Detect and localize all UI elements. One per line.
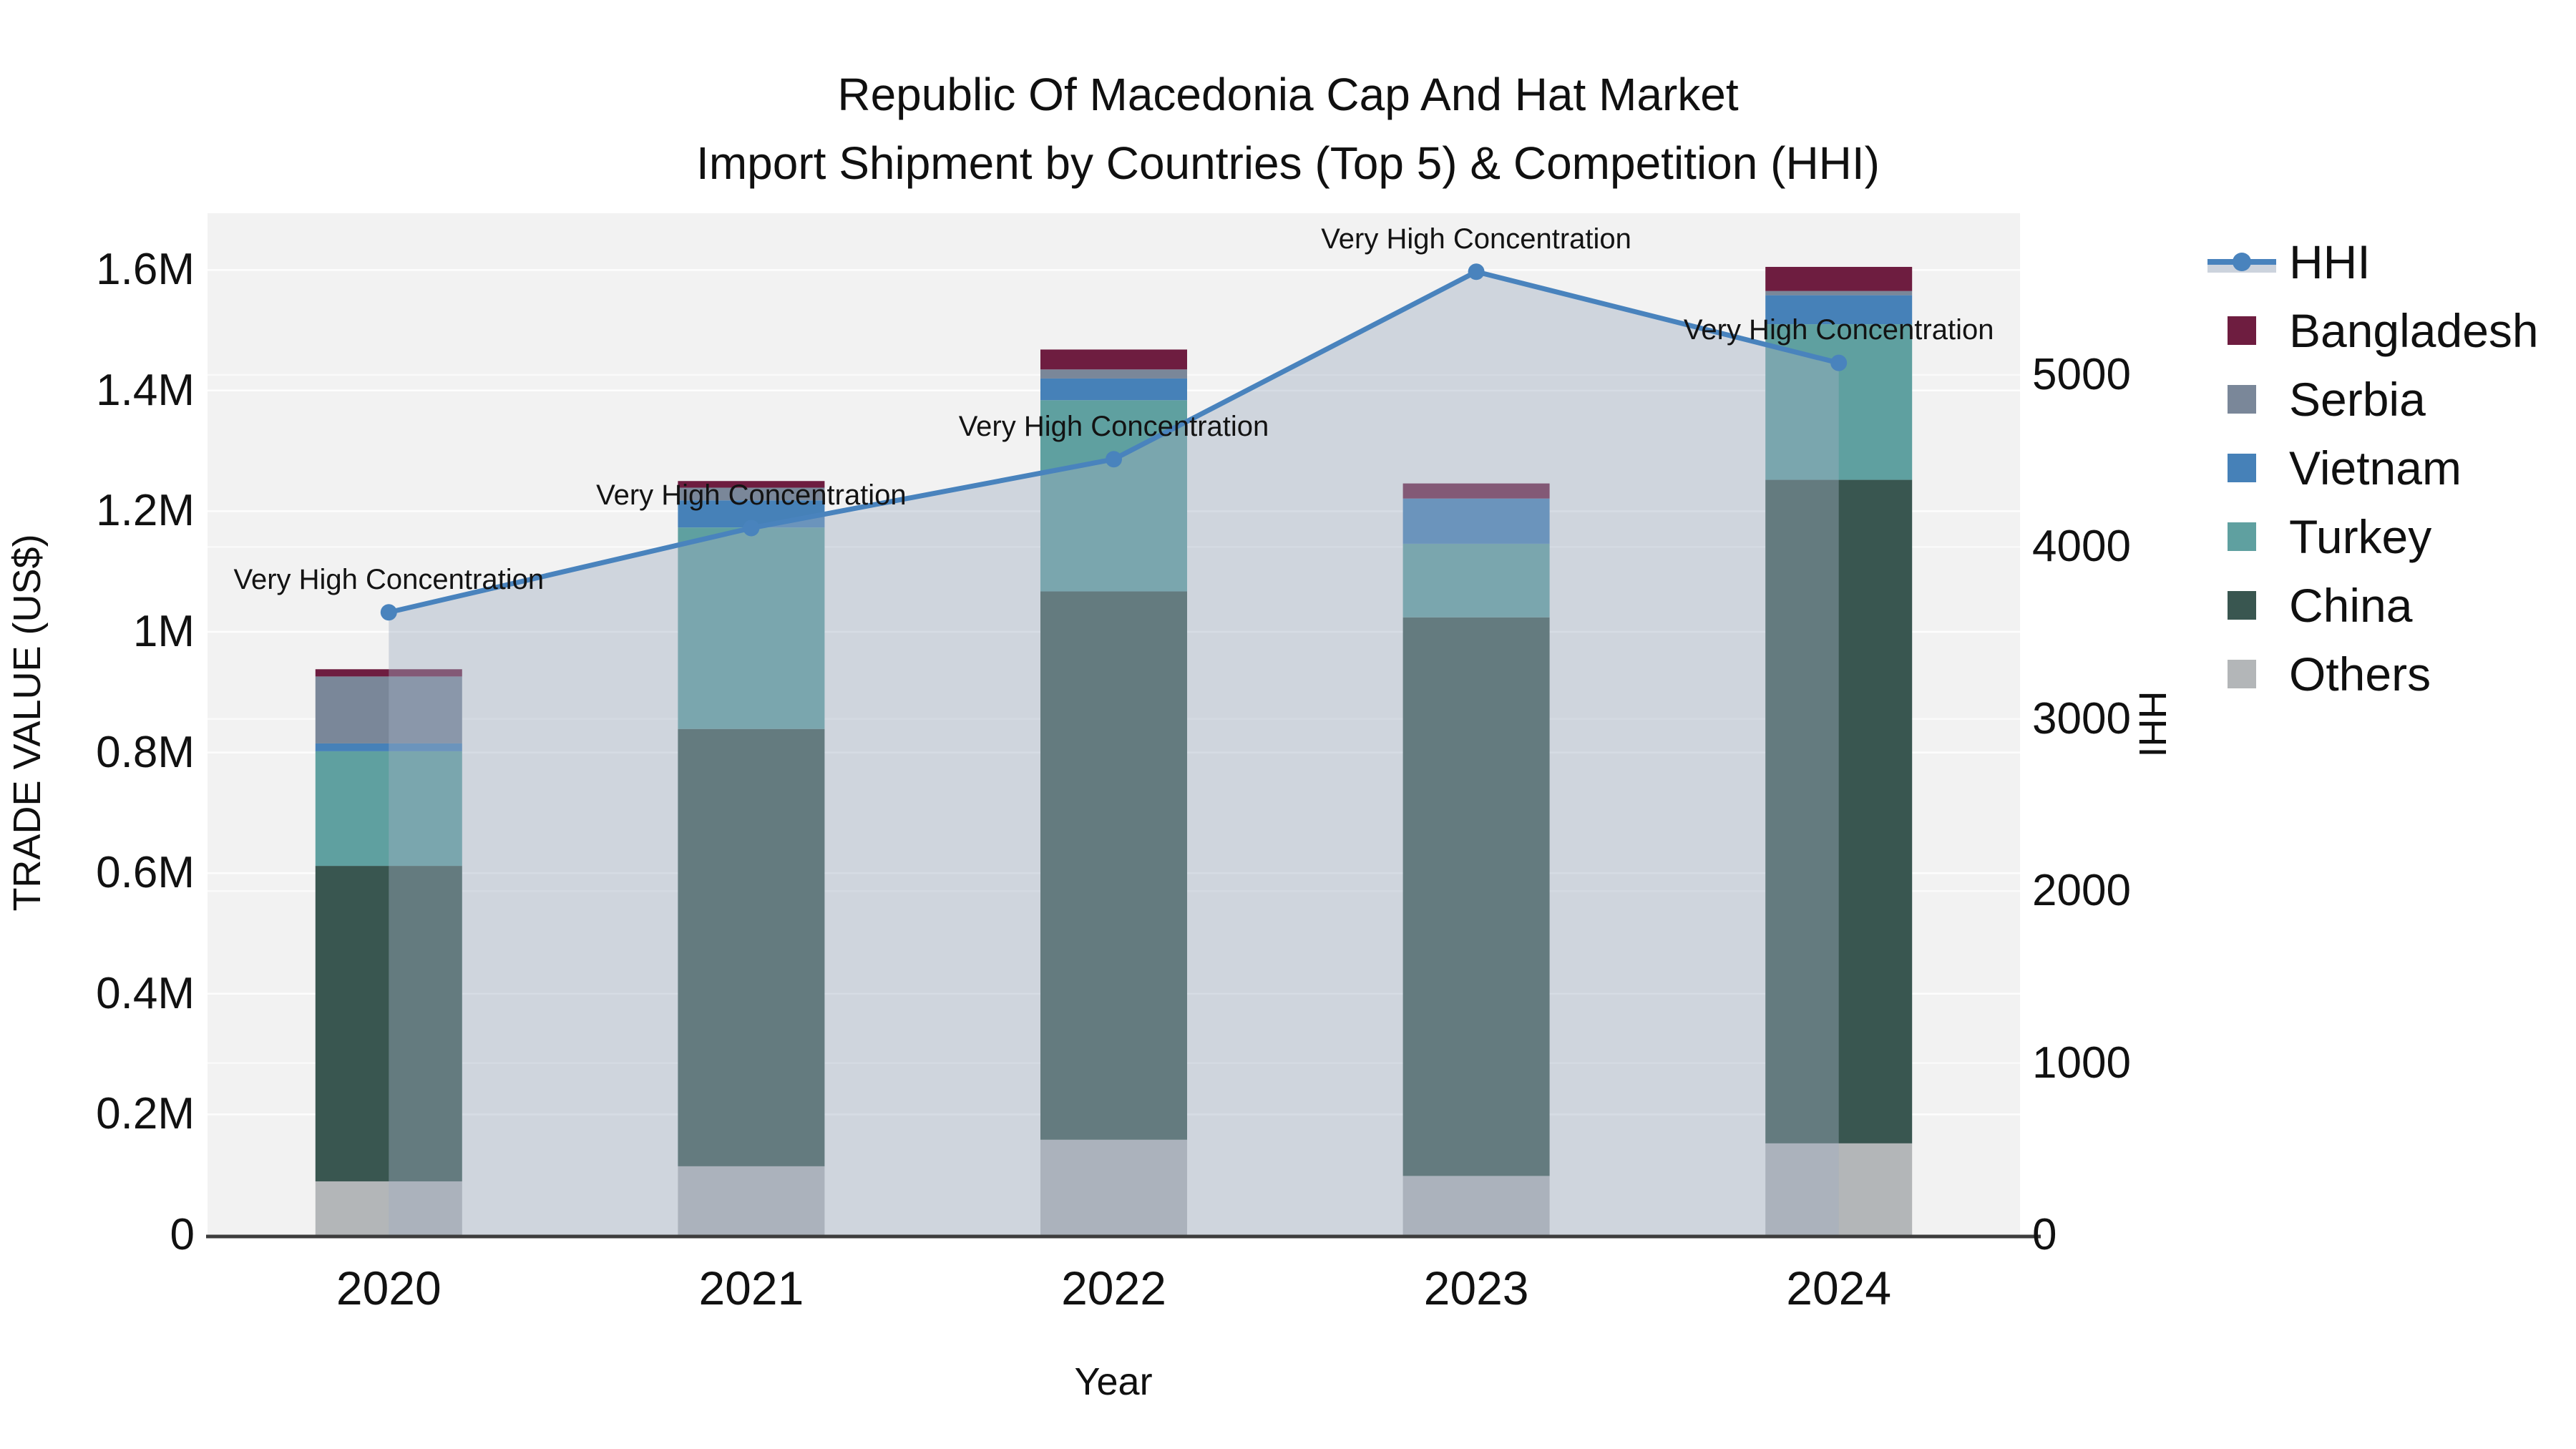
- y-right-tick: 5000: [2032, 350, 2131, 399]
- legend-item-turkey[interactable]: Turkey: [2207, 502, 2539, 571]
- bar-segment-vietnam-2023[interactable]: [1402, 498, 1550, 544]
- x-tick-2023: 2023: [1423, 1262, 1529, 1314]
- bar-segment-others-2020[interactable]: [315, 1181, 462, 1235]
- color-swatch-icon: [2228, 316, 2256, 345]
- annotation-2021: Very High Concentration: [596, 479, 907, 511]
- y-right-tick: 4000: [2032, 522, 2131, 572]
- legend-label: Turkey: [2289, 510, 2432, 563]
- hhi-marker-2020[interactable]: [380, 604, 397, 621]
- x-tick-2021: 2021: [698, 1262, 804, 1314]
- color-swatch-icon: [2228, 591, 2256, 620]
- legend: HHI Bangladesh Serbia Vietnam Turkey Chi…: [2207, 228, 2539, 708]
- bar-segment-serbia-2024[interactable]: [1765, 291, 1913, 296]
- color-swatch-icon: [2228, 660, 2256, 688]
- bar-segment-others-2021[interactable]: [678, 1166, 825, 1235]
- hhi-line-swatch-icon: [2207, 248, 2276, 276]
- chart-title-line2: Import Shipment by Countries (Top 5) & C…: [696, 137, 1880, 189]
- legend-item-vietnam[interactable]: Vietnam: [2207, 434, 2539, 502]
- bar-segment-bangladesh-2021[interactable]: [678, 481, 825, 488]
- legend-item-hhi[interactable]: HHI: [2207, 228, 2539, 296]
- bar-segment-china-2021[interactable]: [678, 728, 825, 1166]
- x-tick-2020: 2020: [336, 1262, 441, 1314]
- bar-segment-china-2022[interactable]: [1040, 591, 1187, 1140]
- bar-segment-vietnam-2022[interactable]: [1040, 378, 1187, 401]
- annotation-2023: Very High Concentration: [1321, 223, 1631, 255]
- x-tick-2024: 2024: [1786, 1262, 1892, 1314]
- x-tick-2022: 2022: [1061, 1262, 1166, 1314]
- legend-item-others[interactable]: Others: [2207, 640, 2539, 708]
- y-left-tick: 1.6M: [96, 245, 195, 295]
- annotation-2024: Very High Concentration: [1683, 314, 1994, 346]
- bar-segment-vietnam-2024[interactable]: [1765, 295, 1913, 325]
- hhi-marker-2023[interactable]: [1468, 263, 1485, 280]
- legend-item-china[interactable]: China: [2207, 571, 2539, 640]
- bar-segment-bangladesh-2023[interactable]: [1402, 483, 1550, 499]
- y-left-tick: 0.2M: [96, 1089, 195, 1139]
- bar-segment-bangladesh-2024[interactable]: [1765, 266, 1913, 291]
- bar-segment-turkey-2023[interactable]: [1402, 543, 1550, 618]
- legend-label: China: [2289, 579, 2413, 632]
- bar-segment-serbia-2022[interactable]: [1040, 369, 1187, 379]
- legend-label: Vietnam: [2289, 441, 2462, 494]
- y-right-axis-title: HHI: [2131, 691, 2174, 758]
- color-swatch-icon: [2228, 385, 2256, 414]
- y-right-tick: 0: [2032, 1210, 2057, 1259]
- legend-label: HHI: [2289, 235, 2371, 288]
- hhi-marker-2022[interactable]: [1106, 451, 1122, 468]
- bar-segment-vietnam-2020[interactable]: [315, 743, 462, 751]
- legend-item-bangladesh[interactable]: Bangladesh: [2207, 296, 2539, 365]
- color-swatch-icon: [2228, 454, 2256, 482]
- bar-segment-others-2022[interactable]: [1040, 1139, 1187, 1235]
- y-left-tick: 1.2M: [96, 486, 195, 536]
- y-right-tick: 2000: [2032, 866, 2131, 916]
- y-right-tick: 3000: [2032, 693, 2131, 743]
- chart-title-line1: Republic Of Macedonia Cap And Hat Market: [837, 69, 1739, 120]
- color-swatch-icon: [2228, 522, 2256, 551]
- bar-segment-others-2024[interactable]: [1765, 1143, 1913, 1235]
- annotation-2020: Very High Concentration: [233, 563, 545, 595]
- bar-segment-china-2020[interactable]: [315, 866, 462, 1181]
- hhi-marker-2021[interactable]: [743, 519, 760, 537]
- legend-label: Others: [2289, 648, 2431, 701]
- y-left-tick: 0.6M: [96, 848, 195, 898]
- bar-segment-china-2024[interactable]: [1765, 479, 1913, 1143]
- bar-segment-bangladesh-2022[interactable]: [1040, 349, 1187, 370]
- bar-segment-turkey-2021[interactable]: [678, 527, 825, 729]
- hhi-marker-2024[interactable]: [1830, 354, 1848, 371]
- bar-segment-turkey-2020[interactable]: [315, 751, 462, 867]
- annotation-2022: Very High Concentration: [958, 410, 1269, 442]
- chart-title: Republic Of Macedonia Cap And Hat Market…: [215, 60, 2361, 197]
- bar-segment-serbia-2020[interactable]: [315, 676, 462, 743]
- legend-label: Serbia: [2289, 373, 2426, 426]
- bar-segment-others-2023[interactable]: [1402, 1176, 1550, 1235]
- bar-segment-bangladesh-2020[interactable]: [315, 669, 462, 677]
- x-axis-title: Year: [1074, 1360, 1153, 1403]
- hhi-area-fill: [389, 271, 1839, 1235]
- bar-segment-china-2023[interactable]: [1402, 617, 1550, 1176]
- y-left-tick: 0.4M: [96, 968, 195, 1018]
- legend-label: Bangladesh: [2289, 304, 2539, 357]
- y-right-tick: 1000: [2032, 1038, 2131, 1088]
- y-left-tick: 0.8M: [96, 727, 195, 777]
- bar-segment-serbia-2021[interactable]: [678, 487, 825, 501]
- y-left-tick: 1M: [132, 607, 195, 656]
- y-left-tick: 0: [170, 1210, 195, 1259]
- y-left-tick: 1.4M: [96, 365, 195, 415]
- legend-item-serbia[interactable]: Serbia: [2207, 365, 2539, 434]
